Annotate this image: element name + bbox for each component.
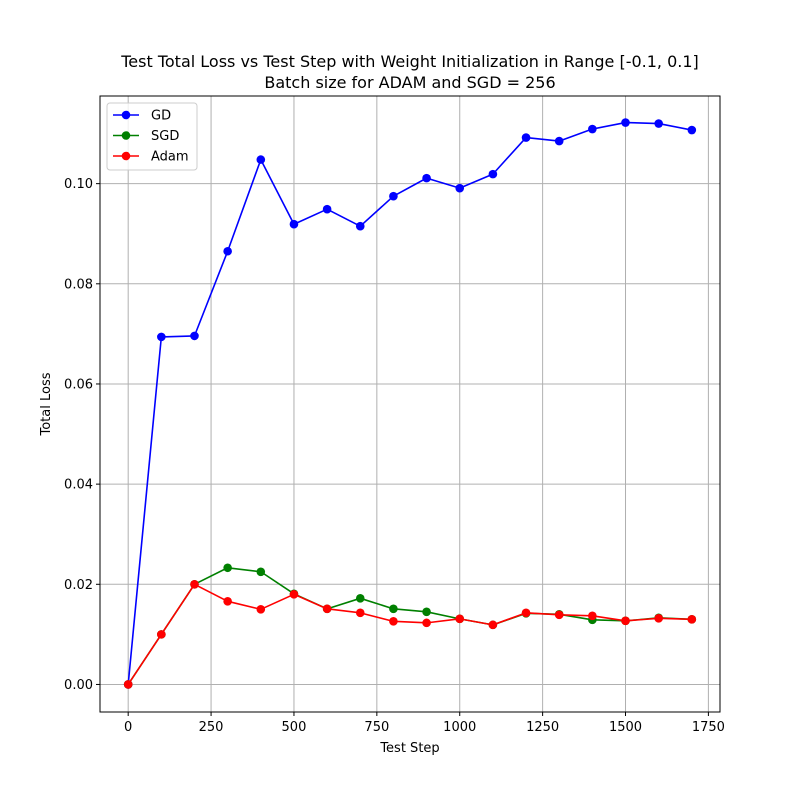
x-axis-label: Test Step xyxy=(379,741,439,756)
y-axis-label: Total Loss xyxy=(39,372,54,436)
x-tick-label: 0 xyxy=(124,720,132,735)
series-gd xyxy=(123,118,697,689)
data-point-gd xyxy=(157,332,166,342)
chart-title-line-1: Test Total Loss vs Test Step with Weight… xyxy=(120,52,699,71)
data-point-adam xyxy=(554,610,564,620)
x-tick-label: 750 xyxy=(364,720,389,735)
data-point-sgd xyxy=(355,594,365,603)
data-point-adam xyxy=(123,680,133,689)
data-point-sgd xyxy=(389,604,398,614)
data-point-gd xyxy=(223,246,232,256)
series-line-sgd xyxy=(127,566,692,685)
data-point-adam xyxy=(322,604,332,614)
data-point-gd xyxy=(289,219,299,229)
legend-marker-sgd xyxy=(121,131,131,140)
data-point-gd xyxy=(654,119,663,128)
legend-label-sgd: SGD xyxy=(151,129,179,144)
y-tick-label: 0.02 xyxy=(64,578,93,593)
data-point-adam xyxy=(190,579,199,589)
x-tick-label: 1000 xyxy=(443,720,476,735)
data-point-gd xyxy=(190,331,199,341)
legend: GD SGD Adam xyxy=(106,102,198,171)
series-line-gd xyxy=(127,121,692,685)
data-point-gd xyxy=(355,221,365,231)
series-line-adam xyxy=(127,583,692,685)
x-tick-label: 1500 xyxy=(609,720,642,735)
chart-title-line-2: Batch size for ADAM and SGD = 256 xyxy=(264,73,555,92)
data-point-gd xyxy=(521,133,531,142)
legend-marker-adam xyxy=(121,151,131,161)
data-point-adam xyxy=(455,614,465,624)
data-point-gd xyxy=(488,169,498,179)
data-point-adam xyxy=(588,611,597,621)
legend-label-adam: Adam xyxy=(151,150,189,165)
data-point-sgd xyxy=(256,567,266,577)
y-tick-label: 0.06 xyxy=(64,377,93,392)
data-point-adam xyxy=(223,597,232,606)
legend-marker-gd xyxy=(121,110,131,120)
data-point-gd xyxy=(687,125,697,135)
legend-label-gd: GD xyxy=(151,109,171,124)
grid xyxy=(100,96,720,712)
y-tick-label: 0.08 xyxy=(64,277,93,292)
legend-box xyxy=(106,102,198,171)
y-tick-label: 0.04 xyxy=(64,478,93,493)
y-tick-label: 0.00 xyxy=(64,678,93,693)
data-point-adam xyxy=(488,620,498,630)
data-point-gd xyxy=(588,124,597,134)
x-tick-label: 1250 xyxy=(526,720,559,735)
data-point-gd xyxy=(455,183,465,193)
plot-area-frame xyxy=(99,95,721,713)
data-point-gd xyxy=(389,191,398,201)
data-point-adam xyxy=(422,618,431,628)
data-point-sgd xyxy=(223,563,232,573)
y-tick-label: 0.10 xyxy=(64,177,93,192)
data-point-adam xyxy=(621,616,630,626)
ticks: 0 250 500 750 1000 1250 1500 1750 0.00 0.02 0.04 0.… xyxy=(64,177,725,735)
data-point-adam xyxy=(157,630,166,639)
data-point-adam xyxy=(256,605,266,614)
series-adam xyxy=(123,579,697,689)
data-point-adam xyxy=(355,608,365,618)
data-point-gd xyxy=(621,118,630,127)
x-tick-label: 250 xyxy=(199,720,224,735)
series-layer xyxy=(123,118,697,689)
data-point-adam xyxy=(289,590,299,599)
data-point-sgd xyxy=(422,607,431,617)
data-point-gd xyxy=(322,204,332,214)
x-tick-label: 1750 xyxy=(692,720,725,735)
data-point-adam xyxy=(687,615,697,624)
data-point-adam xyxy=(389,617,398,626)
data-point-gd xyxy=(256,155,266,164)
data-point-gd xyxy=(422,173,431,183)
x-tick-label: 500 xyxy=(282,720,307,735)
data-point-adam xyxy=(654,614,663,623)
data-point-adam xyxy=(521,608,531,618)
data-point-gd xyxy=(554,136,564,146)
